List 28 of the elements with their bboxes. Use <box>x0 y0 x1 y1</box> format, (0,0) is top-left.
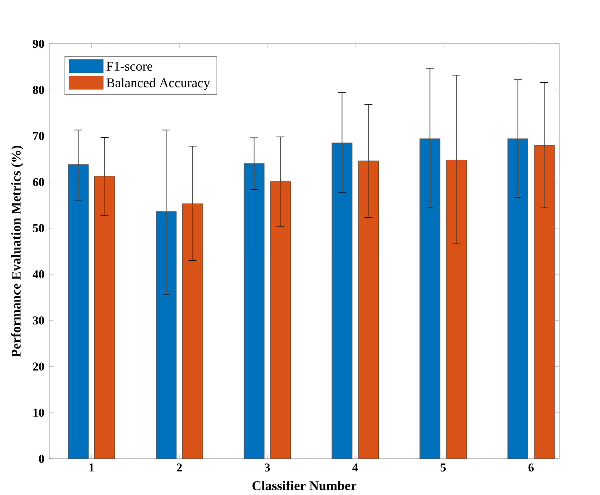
x-tick-label: 4 <box>352 464 358 472</box>
bar <box>420 138 441 460</box>
y-tick-label: 40 <box>32 270 44 279</box>
bar <box>446 160 467 460</box>
y-tick-label: 10 <box>34 408 44 417</box>
y-tick-label: 0 <box>39 454 44 464</box>
bar <box>508 138 529 460</box>
bar <box>358 160 380 460</box>
x-tick-label: 1 <box>90 464 94 472</box>
y-tick-label: 50 <box>33 224 44 233</box>
y-tick-label: 70 <box>33 132 44 140</box>
bar <box>332 142 353 460</box>
y-tick-label: 90 <box>33 40 44 48</box>
y-tick-label: 80 <box>33 86 44 94</box>
x-axis-title: Classifier Number <box>252 480 357 491</box>
x-tick-label: 6 <box>528 464 534 472</box>
legend-label: Balanced Accuracy <box>106 78 210 90</box>
y-axis-title: Performance Evaluation Metrics (%) <box>11 146 24 358</box>
bar <box>68 164 89 460</box>
y-tick-label: 30 <box>33 316 44 325</box>
legend-label: F1-score <box>106 62 153 72</box>
bar <box>244 164 265 460</box>
y-tick-label: 60 <box>33 178 44 186</box>
y-tick-label: 20 <box>33 362 44 371</box>
x-tick-label: 3 <box>264 464 270 472</box>
x-tick-label: 5 <box>440 464 446 472</box>
x-tick-label: 2 <box>177 464 182 472</box>
bar <box>156 212 177 460</box>
